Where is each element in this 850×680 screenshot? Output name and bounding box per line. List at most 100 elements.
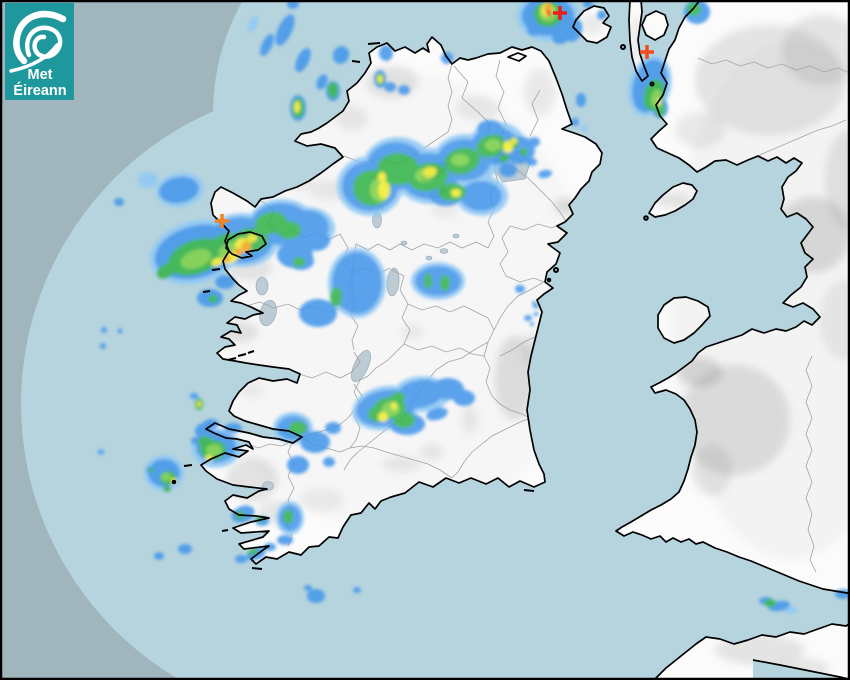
radar-cell-yellow (391, 402, 397, 410)
radar-cell-blue (300, 431, 330, 453)
radar-cell-blue (527, 158, 537, 166)
radar-cell-blue (100, 343, 106, 349)
radar-cell-blue (415, 266, 461, 296)
radar-cell-blue (477, 120, 503, 138)
radar-cell-green (289, 421, 307, 435)
radar-cell-green2 (451, 154, 469, 166)
radar-cell-blue (563, 18, 583, 42)
radar-cell-yellow (197, 401, 201, 407)
radar-cell-green (499, 154, 509, 162)
radar-cell-green (198, 436, 212, 448)
radar-cell-blue (398, 85, 410, 95)
radar-cell-blue (530, 322, 534, 326)
radar-cell-blue (178, 544, 192, 554)
radar-cell-yellow (211, 257, 223, 267)
logo-swirl-icon (9, 10, 67, 73)
radar-cell-red (546, 9, 552, 17)
lightning-strikes-layer (215, 6, 654, 228)
radar-precipitation-layer (97, 0, 850, 614)
radar-cell-blue (114, 198, 124, 206)
radar-cell-blue (235, 555, 247, 563)
ailsa-craig (620, 44, 626, 50)
radar-cell-blue (552, 32, 568, 44)
radar-cell-green (148, 467, 154, 473)
radar-cell-yellow (511, 138, 517, 144)
radar-cell-blue (499, 163, 517, 177)
radar-cell-green (277, 221, 301, 239)
radar-cell-blue (533, 312, 539, 316)
radar-cell-blue (528, 137, 540, 147)
england-wales-border (805, 355, 817, 573)
scotland-england-border (747, 119, 847, 163)
radar-cell-blue (307, 589, 325, 603)
radar-cell-yellow (294, 101, 300, 113)
radar-cell-blue (379, 45, 393, 61)
radar-cell-blue (515, 285, 525, 293)
radar-cell-blue (353, 587, 361, 593)
radar-cell-green2 (180, 248, 212, 270)
radar-cell-light (580, 125, 588, 131)
radar-cell-green (283, 510, 293, 524)
radar-cell-green (520, 148, 528, 156)
radar-cell-blue (325, 422, 341, 434)
radar-cell-green (391, 392, 405, 404)
radar-cell-blue (396, 379, 444, 409)
logo-text-line1: Met (28, 67, 53, 83)
radar-cell-blue (576, 93, 586, 107)
radar-cell-yellow (378, 181, 390, 199)
radar-cell-blue (527, 24, 541, 36)
radar-cell-green (293, 257, 305, 267)
radar-cell-blue (264, 543, 276, 551)
radar-cell-blue (203, 419, 219, 429)
radar-cell-blue (524, 315, 532, 321)
lightning-strike-icon (553, 6, 567, 20)
radar-cell-green (424, 273, 432, 289)
radar-cell-blue (154, 552, 164, 560)
radar-cell-blue (277, 535, 293, 545)
lough-mask (255, 276, 269, 296)
radar-cell-blue (426, 407, 448, 421)
radar-cell-green (764, 599, 776, 607)
radar-cell-green (248, 548, 258, 556)
radar-cell-blue (287, 456, 309, 474)
radar-cell-blue (453, 390, 475, 406)
radar-cell-blue (332, 252, 382, 314)
radar-cell-yellow (247, 234, 257, 242)
radar-cell-blue (384, 82, 396, 92)
midland-lake (452, 233, 460, 239)
radar-cell-green (156, 263, 176, 279)
radar-cell-green2 (485, 139, 501, 151)
radar-cell-yellow (423, 166, 437, 178)
small-islands (171, 42, 655, 570)
radar-cell-blue (117, 328, 123, 334)
radar-cell-green2 (161, 473, 171, 481)
radar-cell-blue (304, 585, 312, 591)
radar-cell-blue (260, 33, 274, 57)
radar-cell-yellow (378, 172, 386, 182)
radar-cell-green (163, 486, 171, 492)
radar-cell-blue (332, 46, 350, 64)
radar-cell-blue (215, 275, 235, 289)
radar-cell-yellow (503, 141, 513, 153)
radar-cell-blue (316, 74, 328, 90)
radar-cell-blue (159, 176, 199, 204)
radar-cell-yellow (377, 75, 383, 83)
radar-cell-blue (295, 47, 311, 73)
radar-cell-blue (98, 449, 104, 455)
radar-cell-green (328, 82, 338, 98)
radar-cell-green (655, 103, 665, 117)
radar-cell-green2 (206, 444, 222, 456)
radar-cell-green (440, 275, 450, 291)
radar-cell-blue (275, 14, 295, 46)
radar-cell-light (247, 15, 259, 33)
radar-cell-blue (597, 10, 607, 20)
met-eireann-logo: Met Éireann (5, 3, 74, 100)
radar-cell-yellow (378, 412, 388, 422)
radar-cell-light (138, 172, 158, 188)
radar-cell-blue (190, 393, 198, 399)
radar-cell-blue (101, 327, 107, 333)
radar-cell-orange (241, 241, 251, 253)
